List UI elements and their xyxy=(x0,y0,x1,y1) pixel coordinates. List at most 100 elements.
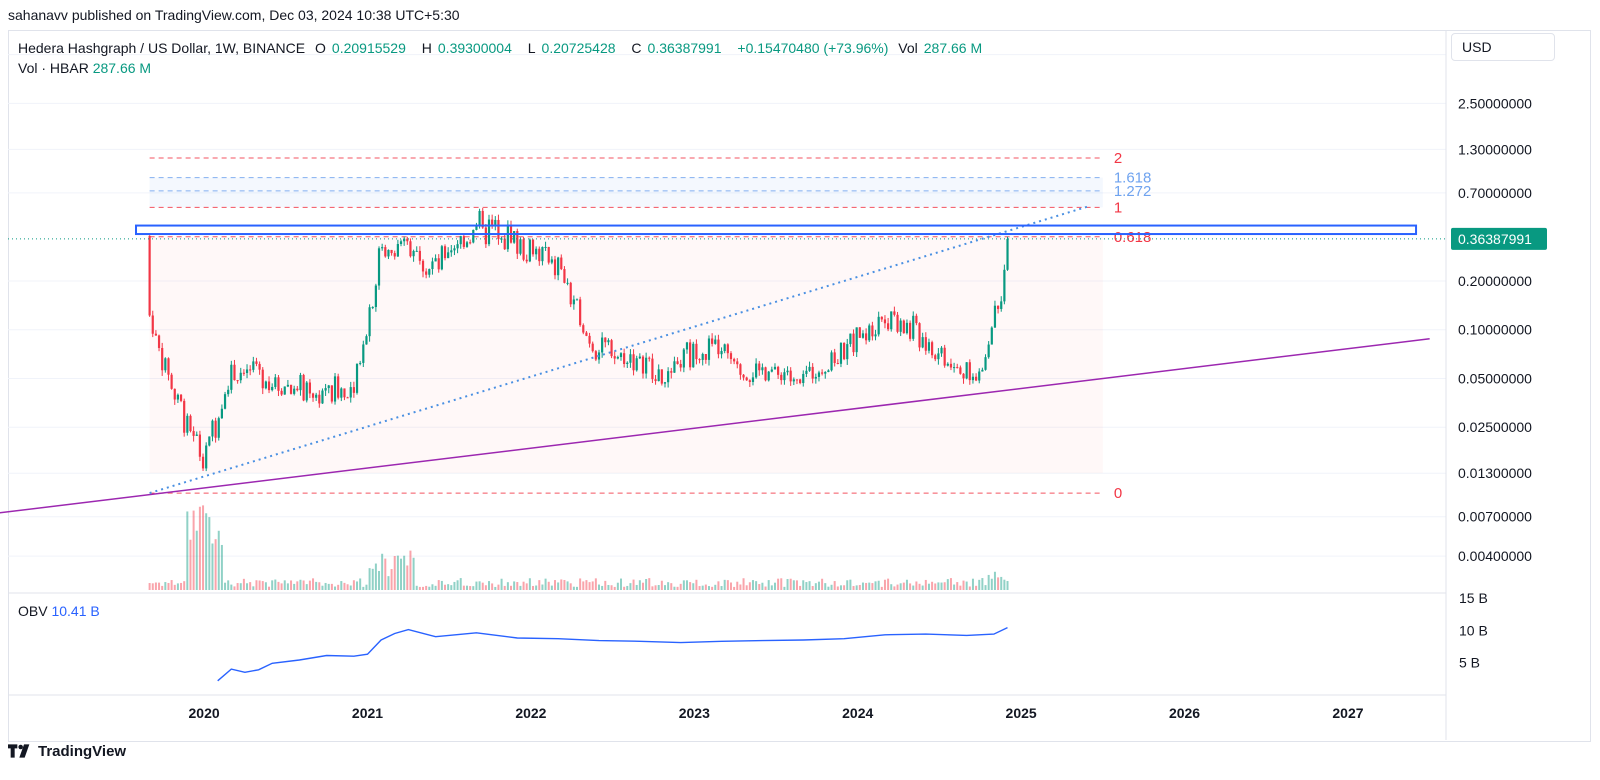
volume-bar xyxy=(871,583,874,590)
volume-bar xyxy=(173,584,176,590)
candle-body xyxy=(761,367,764,371)
drawing-lines xyxy=(0,205,1446,514)
candle-body xyxy=(679,363,682,368)
volume-bar xyxy=(519,585,522,590)
candle-body xyxy=(591,343,594,352)
volume-bar xyxy=(151,583,154,590)
candle-body xyxy=(271,386,274,391)
volume-bar xyxy=(422,586,425,590)
volume-bar xyxy=(293,583,296,590)
volume-bar xyxy=(513,581,516,590)
volume-bar xyxy=(525,583,528,590)
candle-body xyxy=(563,269,566,283)
candle-body xyxy=(478,210,481,226)
candle-body xyxy=(503,238,506,250)
volume-bar xyxy=(971,578,974,590)
candle-body xyxy=(632,354,635,371)
candle-body xyxy=(189,415,192,432)
candle-body xyxy=(912,315,915,339)
volume-bar xyxy=(343,582,346,590)
candle-body xyxy=(789,370,792,382)
candle-body xyxy=(330,385,333,402)
volume-bar xyxy=(308,580,311,590)
volume-bar xyxy=(786,579,789,590)
change-value: +0.15470480 (+73.96%) xyxy=(737,40,889,56)
volume-bar xyxy=(849,579,852,590)
candle-body xyxy=(365,336,368,345)
candle-body xyxy=(786,370,789,373)
candle-body xyxy=(654,379,657,382)
candle-body xyxy=(934,355,937,360)
time-axis-label: 2026 xyxy=(1169,705,1200,721)
volume-bar xyxy=(497,584,500,590)
volume-bar xyxy=(975,585,978,590)
candle-body xyxy=(635,358,638,371)
volume-bar xyxy=(704,584,707,590)
volume-bar xyxy=(843,585,846,590)
candle-body xyxy=(387,249,390,257)
volume-bar xyxy=(742,578,745,590)
symbol-name[interactable]: Hedera Hashgraph / US Dollar, 1W, BINANC… xyxy=(18,40,306,56)
candle-body xyxy=(516,231,519,254)
candle-body xyxy=(296,388,299,391)
candle-body xyxy=(871,325,874,337)
volume-bar xyxy=(230,584,233,590)
volume-bar xyxy=(176,583,179,590)
candle-body xyxy=(299,374,302,391)
volume-bar xyxy=(836,586,839,590)
candle-body xyxy=(148,235,151,316)
volume-bar xyxy=(824,583,827,590)
volume-bar xyxy=(528,578,531,590)
volume-bar xyxy=(400,558,403,590)
volume-bar xyxy=(170,580,173,590)
volume-bar xyxy=(365,584,368,590)
volume-bar xyxy=(409,550,412,590)
time-axis-label: 2022 xyxy=(515,705,546,721)
volume-bar xyxy=(1003,579,1006,590)
volume-bar xyxy=(484,585,487,590)
volume-bar xyxy=(673,586,676,590)
volume-bar xyxy=(965,581,968,590)
candles xyxy=(148,208,1009,472)
candle-body xyxy=(839,342,843,364)
candle-body xyxy=(513,231,516,243)
volume-bar xyxy=(390,569,393,590)
candle-body xyxy=(359,362,362,364)
candle-body xyxy=(484,227,487,245)
volume-bar xyxy=(283,580,286,590)
candle-body xyxy=(352,387,355,393)
candle-body xyxy=(277,377,280,391)
candle-body xyxy=(843,342,846,360)
candle-body xyxy=(971,376,975,381)
candle-body xyxy=(447,252,450,259)
volume-bar xyxy=(667,582,670,590)
volume-bar xyxy=(641,582,644,590)
volume-bar xyxy=(277,581,280,590)
candle-body xyxy=(704,354,707,360)
candle-body xyxy=(802,373,805,384)
candle-body xyxy=(890,311,893,330)
volume-bar xyxy=(616,582,619,590)
candle-body xyxy=(858,327,861,338)
price-axis-label: 0.00400000 xyxy=(1458,548,1532,564)
volume-bar xyxy=(233,586,236,590)
candle-body xyxy=(428,269,431,275)
candle-body xyxy=(164,358,167,371)
volume-bar xyxy=(594,578,597,590)
volume-bar xyxy=(579,578,582,590)
candle-body xyxy=(610,340,613,357)
candle-body xyxy=(538,248,541,262)
candle-body xyxy=(431,261,434,270)
obv-legend-label: OBV xyxy=(18,603,48,619)
currency-selector[interactable]: USD xyxy=(1451,33,1555,61)
volume-bar xyxy=(242,578,245,590)
obv-line xyxy=(217,626,1008,682)
candle-body xyxy=(469,242,472,244)
volume-bar xyxy=(447,584,450,590)
volume-bar xyxy=(356,581,359,590)
candle-body xyxy=(745,377,748,381)
candle-body xyxy=(626,362,629,364)
volume-bar xyxy=(208,517,211,590)
candle-body xyxy=(887,323,890,330)
